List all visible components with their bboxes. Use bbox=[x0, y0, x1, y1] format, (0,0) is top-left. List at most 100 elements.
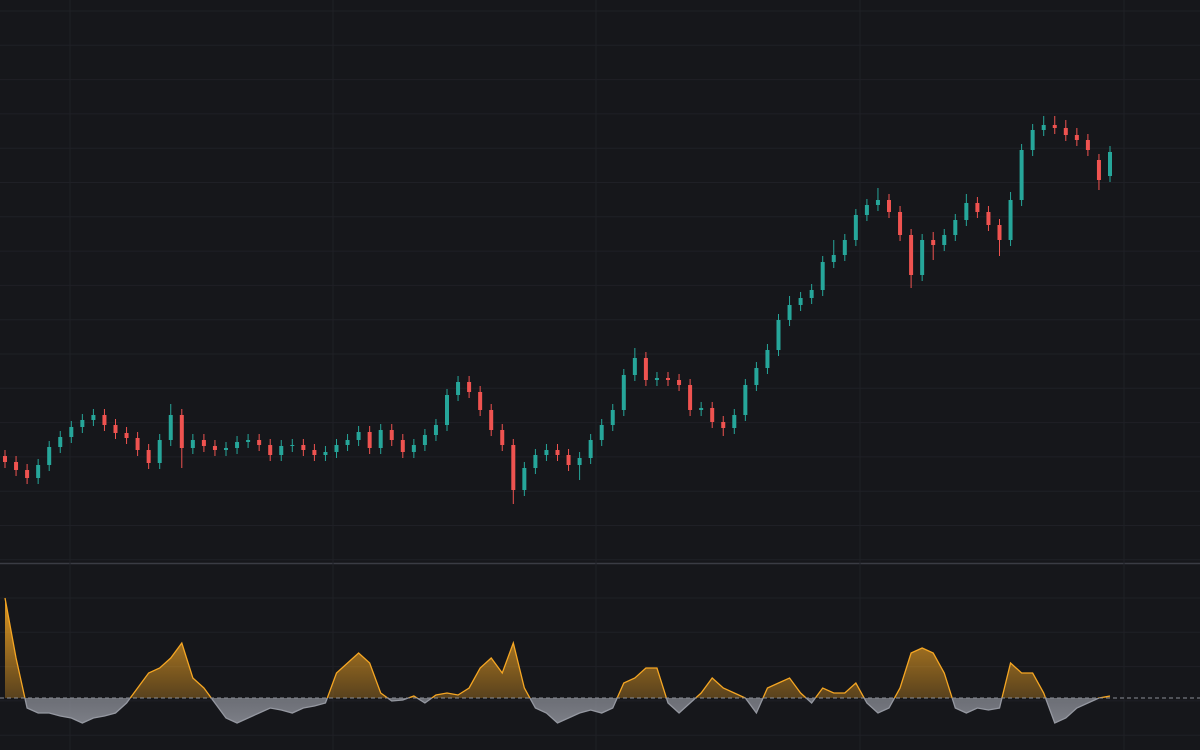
candle-body bbox=[146, 450, 151, 463]
candle-body bbox=[953, 220, 958, 235]
candle-body bbox=[909, 235, 914, 275]
candle-body bbox=[201, 440, 206, 446]
oscillator-area-negative bbox=[5, 698, 1110, 723]
candle-body bbox=[1085, 140, 1090, 150]
candle-body bbox=[102, 415, 107, 425]
candle-body bbox=[710, 408, 715, 422]
candle-body bbox=[511, 445, 516, 490]
candle-body bbox=[842, 240, 847, 255]
candle-body bbox=[445, 395, 449, 425]
candle-body bbox=[1074, 135, 1079, 140]
candle-body bbox=[577, 458, 582, 465]
candle-body bbox=[168, 415, 173, 440]
candle-body bbox=[1096, 160, 1101, 180]
candle-body bbox=[1108, 152, 1112, 176]
candle-body bbox=[378, 430, 383, 448]
candle-body bbox=[887, 200, 891, 212]
candle-body bbox=[1019, 150, 1024, 200]
candle-body bbox=[91, 415, 96, 420]
candle-body bbox=[898, 212, 903, 235]
candle-body bbox=[931, 240, 936, 245]
candle-body bbox=[798, 298, 803, 305]
candle-body bbox=[820, 262, 825, 290]
candle-body bbox=[875, 200, 880, 205]
candle-body bbox=[36, 465, 41, 478]
candle-body bbox=[776, 320, 781, 350]
candle-body bbox=[721, 422, 726, 428]
candle-body bbox=[864, 205, 869, 215]
candle-body bbox=[124, 433, 129, 438]
candle-body bbox=[422, 435, 427, 445]
candle-body bbox=[1052, 125, 1057, 128]
candle-body bbox=[400, 440, 405, 452]
candle-body bbox=[113, 425, 118, 433]
candle-body bbox=[787, 305, 792, 320]
candle-body bbox=[809, 290, 814, 298]
candle-body bbox=[765, 350, 770, 368]
candle-body bbox=[610, 410, 615, 425]
candle-body bbox=[290, 445, 295, 446]
candle-body bbox=[555, 450, 560, 455]
candle-body bbox=[588, 440, 593, 458]
candle-body bbox=[478, 392, 483, 410]
candle-body bbox=[69, 427, 74, 437]
candle-body bbox=[356, 432, 361, 440]
candle-body bbox=[975, 203, 980, 212]
candle-body bbox=[389, 430, 394, 440]
candle-body bbox=[190, 440, 195, 448]
candle-body bbox=[334, 445, 339, 452]
candle-body bbox=[25, 470, 30, 478]
candle-body bbox=[157, 440, 162, 463]
candle-body bbox=[235, 442, 240, 448]
candle-body bbox=[179, 415, 184, 448]
candle-body bbox=[58, 437, 63, 447]
candle-body bbox=[920, 240, 925, 275]
candle-body bbox=[467, 382, 472, 392]
candle-body bbox=[301, 445, 306, 450]
candle-body bbox=[279, 446, 284, 455]
candle-body bbox=[732, 415, 737, 428]
candle-body bbox=[743, 385, 748, 415]
candle-body bbox=[135, 438, 140, 450]
candle-body bbox=[1008, 200, 1013, 240]
candle-body bbox=[3, 456, 7, 462]
candle-body bbox=[345, 440, 350, 445]
candle-body bbox=[411, 445, 416, 452]
candle-body bbox=[14, 462, 19, 470]
candle-body bbox=[853, 215, 858, 240]
candle-body bbox=[500, 430, 505, 445]
candle-body bbox=[654, 378, 659, 380]
candle-body bbox=[268, 445, 273, 455]
oscillator-line-negative bbox=[24, 698, 1103, 724]
candle-body bbox=[831, 255, 836, 262]
candle-body bbox=[754, 368, 759, 385]
candle-body bbox=[544, 450, 549, 455]
candle-body bbox=[257, 440, 262, 445]
candle-body bbox=[632, 358, 637, 375]
candle-body bbox=[224, 448, 228, 450]
candle-body bbox=[942, 235, 947, 245]
candle-body bbox=[312, 450, 317, 455]
candle-body bbox=[489, 410, 494, 430]
oscillator-line-positive bbox=[4, 597, 1111, 698]
candle-body bbox=[1063, 128, 1068, 135]
candle-body bbox=[433, 425, 438, 435]
candle-body bbox=[986, 212, 991, 225]
candle-body bbox=[599, 425, 604, 440]
candle-body bbox=[367, 432, 372, 448]
candle-body bbox=[456, 382, 461, 395]
candle-body bbox=[323, 452, 328, 455]
candle-body bbox=[1041, 125, 1046, 130]
candle-body bbox=[666, 378, 670, 380]
candle-body bbox=[964, 203, 969, 220]
candle-body bbox=[246, 440, 251, 442]
candle-body bbox=[212, 446, 217, 450]
candle-body bbox=[621, 375, 626, 410]
candle-body bbox=[80, 420, 85, 427]
candle-body bbox=[47, 447, 52, 465]
candle-body bbox=[699, 408, 704, 410]
candle-body bbox=[533, 455, 538, 468]
candle-body bbox=[1030, 130, 1035, 150]
